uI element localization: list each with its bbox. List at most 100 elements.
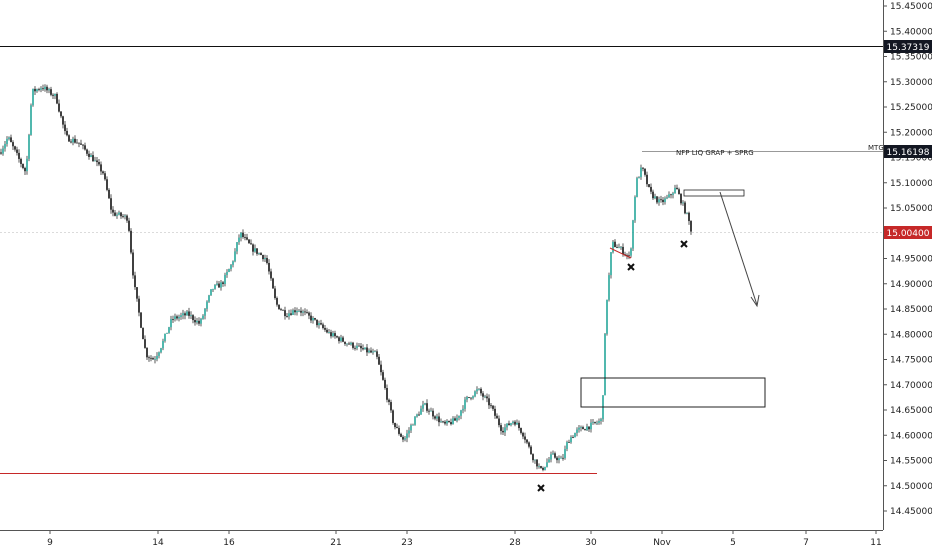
candle-body <box>258 253 260 254</box>
candle-body <box>508 423 510 426</box>
candle-body <box>106 179 108 190</box>
candle-body <box>56 93 58 104</box>
candle-body <box>40 88 42 90</box>
candle-body <box>58 103 60 112</box>
candle-body <box>596 422 598 424</box>
price-tick-label: 14.60000 <box>890 431 932 441</box>
liquidity-trend-line <box>609 247 632 259</box>
candle-body <box>290 313 292 315</box>
candle-body <box>294 310 296 313</box>
candle-body <box>496 415 498 419</box>
candle-body <box>168 327 170 333</box>
candle-body <box>462 408 464 411</box>
candle-body <box>142 327 144 340</box>
candle-body <box>184 313 186 316</box>
price-tick-label: 14.45000 <box>890 507 932 517</box>
candle-body <box>676 187 678 190</box>
candle-body <box>50 89 52 95</box>
candle-body <box>248 239 250 244</box>
candle-body <box>578 427 580 430</box>
candle-body <box>302 311 304 313</box>
candle-body <box>182 313 184 316</box>
annotation-mtg: MTG <box>868 144 884 152</box>
candle-body <box>434 416 436 419</box>
candle-body <box>456 417 458 421</box>
candle-body <box>652 191 654 199</box>
candle-body <box>512 421 514 424</box>
price-label-resistance: 15.37319 <box>884 40 932 53</box>
candle-body <box>680 193 682 204</box>
candle-body <box>486 396 488 399</box>
candle-body <box>300 310 302 313</box>
time-axis-ticks: 9 14 16 21 23 28 30 Nov 5 7 11 <box>47 530 882 548</box>
candle-body <box>8 137 10 139</box>
candle-body <box>94 160 96 162</box>
candle-body <box>30 105 32 135</box>
candle-body <box>342 337 344 342</box>
price-tick-label: 15.40000 <box>890 27 932 37</box>
candle-body <box>530 446 532 455</box>
candle-body <box>396 427 398 428</box>
candle-body <box>562 457 564 459</box>
candle-body <box>270 271 272 279</box>
demand-zone-box[interactable] <box>580 377 766 408</box>
candle-body <box>264 257 266 260</box>
candle-body <box>232 261 234 265</box>
candle-body <box>346 343 348 345</box>
candle-body <box>638 177 640 179</box>
price-tick-label: 14.80000 <box>890 330 932 340</box>
candle-body <box>610 252 612 276</box>
price-tick-label: 15.30000 <box>890 78 932 88</box>
candle-body <box>586 426 588 431</box>
candle-body <box>552 453 554 455</box>
candle-body <box>174 316 176 320</box>
time-tick-label: 28 <box>509 538 521 548</box>
time-tick-label: 21 <box>330 538 341 548</box>
candle-body <box>114 212 116 216</box>
candle-body <box>688 212 690 222</box>
candle-body <box>328 332 330 333</box>
candle-body <box>664 198 666 203</box>
candle-body <box>672 193 674 195</box>
candle-body <box>228 269 230 272</box>
candle-body <box>234 251 236 262</box>
candle-body <box>408 430 410 434</box>
candle-body <box>20 158 22 164</box>
swing-low-marker <box>537 484 545 492</box>
candle-body <box>266 257 268 263</box>
candles <box>0 84 692 472</box>
candle-body <box>268 262 270 272</box>
candle-body <box>476 389 478 392</box>
candle-body <box>654 196 656 199</box>
candle-body <box>440 421 442 423</box>
candle-body <box>404 438 406 440</box>
candle-body <box>278 304 280 310</box>
candle-body <box>238 237 240 243</box>
candle-body <box>574 433 576 438</box>
candle-body <box>340 337 342 342</box>
candle-body <box>352 342 354 348</box>
candle-body <box>616 247 618 248</box>
candle-body <box>122 216 124 218</box>
candle-body <box>566 442 568 449</box>
candle-body <box>632 220 634 249</box>
candle-body <box>284 310 286 317</box>
candle-body <box>376 351 378 357</box>
candle-body <box>96 160 98 163</box>
candle-body <box>244 237 246 238</box>
candle-body <box>366 347 368 353</box>
candle-body <box>450 422 452 425</box>
candle-body <box>492 405 494 409</box>
candle-body <box>538 466 540 467</box>
supply-zone-box[interactable] <box>683 189 745 197</box>
time-tick-label: 7 <box>803 538 809 548</box>
projection-arrow-line[interactable] <box>719 191 758 306</box>
candle-body <box>544 466 546 470</box>
candle-body <box>102 171 104 174</box>
candle-body <box>90 155 92 157</box>
candle-body <box>390 402 392 411</box>
candle-body <box>400 433 402 437</box>
candle-body <box>164 333 166 341</box>
candle-body <box>526 439 528 443</box>
